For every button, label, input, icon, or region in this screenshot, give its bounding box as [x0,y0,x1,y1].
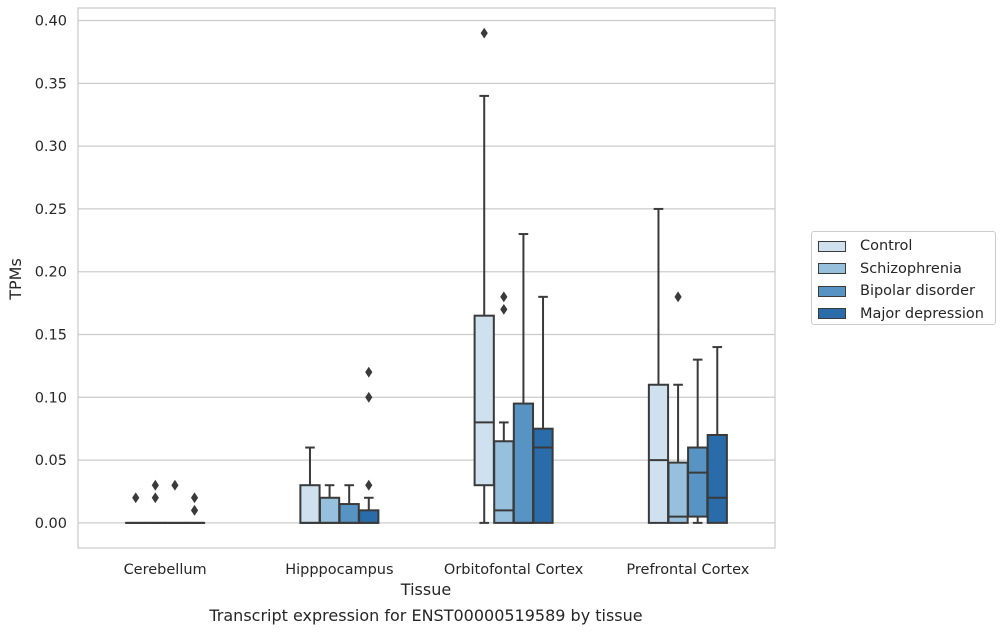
y-axis-label: TPMs [6,258,25,301]
legend-item: Control [818,235,989,258]
box-2-0 [473,27,495,524]
outlier-marker [500,303,508,315]
x-tick-label: Cerebellum [124,562,207,578]
box-iqr [318,496,341,524]
box-1-0 [299,446,321,524]
box-3-1 [667,291,689,524]
outlier-marker [190,504,199,516]
outlier-marker [365,479,373,491]
box-iqr [706,433,728,524]
box-3-0 [647,207,670,524]
box-0-1 [144,479,166,524]
legend-item: Schizophrenia [818,258,989,281]
x-axis-label: Tissue [400,580,451,599]
legend-label: Bipolar disorder [860,283,975,300]
legend-swatch [818,285,846,297]
box-2-2 [512,233,535,524]
y-tick-label: 0.00 [35,516,67,532]
y-tick-label: 0.35 [35,76,67,92]
outlier-marker [674,291,682,303]
x-tick-label: Hipppocampus [285,562,393,578]
box-iqr [473,314,495,487]
box-2-1 [493,291,515,524]
outlier-marker [500,291,508,303]
box-iqr [512,402,535,524]
y-tick-label: 0.15 [35,328,67,344]
box-1-3 [358,366,380,524]
chart-caption: Transcript expression for ENST0000051958… [209,606,643,625]
outlier-marker [190,492,199,504]
y-tick-label: 0.30 [35,139,67,155]
y-tick-label: 0.25 [35,202,67,218]
box-0-0 [125,492,147,524]
x-tick-label: Orbitofontal Cortex [444,562,584,578]
outlier-marker [480,27,488,39]
box-iqr [667,461,689,524]
legend-swatch [818,308,846,320]
boxes [125,27,728,524]
x-axis-ticks: Cerebellum Hipppocampus Orbitofontal Corte… [124,562,750,578]
legend-item: Bipolar disorder [818,280,989,303]
y-tick-label: 0.40 [35,14,67,30]
legend-swatch [818,240,846,252]
box-iqr [532,427,554,524]
y-axis-ticks: 0.00 0.05 0.10 0.15 0.20 0.25 0.30 0.35 0.40 [35,14,67,532]
box-iqr [338,503,360,524]
box-2-3 [532,295,554,524]
y-tick-label: 0.20 [35,265,67,281]
box-iqr [647,383,670,524]
legend-label: Control [860,238,913,255]
legend-item: Major depression [818,303,989,326]
x-tick-label: Prefrontal Cortex [626,562,749,578]
box-3-2 [687,358,709,524]
legend-label: Major depression [860,305,984,322]
outlier-marker [365,391,373,403]
box-iqr [687,446,709,518]
box-1-2 [338,484,360,524]
box-0-2 [164,479,186,524]
gridlines [78,19,775,524]
box-1-1 [318,484,341,524]
plot-frame [77,7,776,549]
box-3-3 [706,346,728,524]
outlier-marker [365,366,373,378]
outlier-marker [171,479,179,491]
box-iqr [299,484,321,524]
legend: Control Schizophrenia Bipolar disorder Majo… [811,231,996,325]
outlier-marker [151,492,159,504]
legend-swatch [818,263,846,275]
outlier-marker [151,479,159,491]
box-0-3 [183,492,206,524]
legend-label: Schizophrenia [860,260,962,277]
y-tick-label: 0.10 [35,390,67,406]
outlier-marker [132,492,140,504]
y-tick-label: 0.05 [35,453,67,469]
box-iqr [358,509,380,524]
